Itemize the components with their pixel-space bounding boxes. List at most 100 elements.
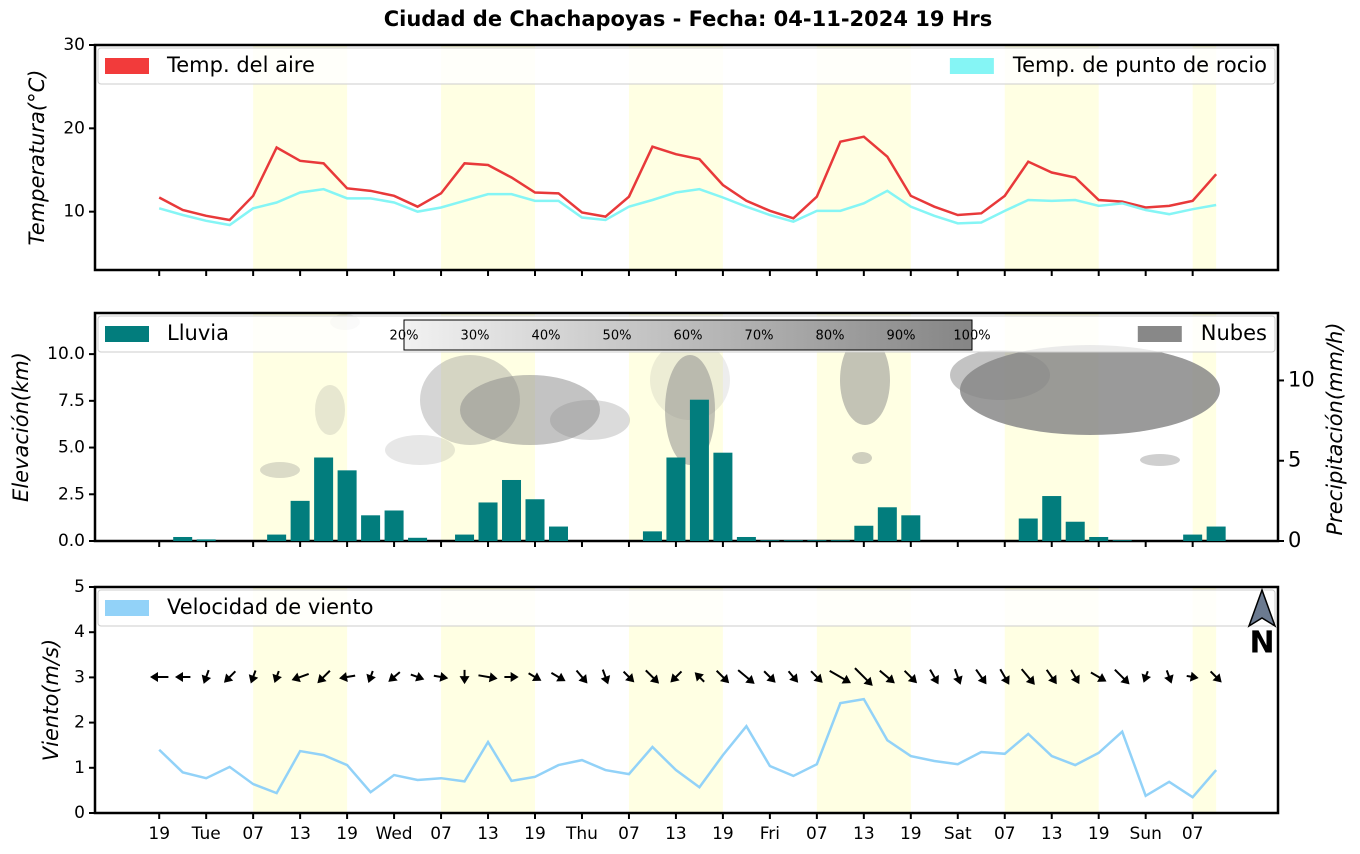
bar: [525, 499, 545, 541]
x-tick-label: 19: [148, 824, 170, 844]
bar: [290, 500, 310, 541]
colorbar-label: 90%: [887, 329, 916, 344]
wind-arrow: [575, 669, 588, 684]
wind-arrow: [410, 672, 425, 682]
wind-arrow: [1070, 669, 1080, 685]
cloud: [840, 335, 890, 425]
bar: [455, 534, 475, 541]
wind-arrow: [1164, 670, 1174, 684]
y-tick-label: 5.0: [58, 438, 85, 458]
daylight-band: [1192, 587, 1217, 813]
colorbar-label: 70%: [745, 329, 774, 344]
bar: [1065, 521, 1085, 541]
wind-arrow: [366, 670, 376, 683]
wind-arrow: [528, 672, 542, 682]
legend-swatch: [1137, 326, 1182, 342]
plot-frame: [93, 311, 1280, 543]
x-tick-label: 13: [477, 824, 499, 844]
wind-arrow: [478, 672, 498, 683]
wind-arrow: [975, 669, 987, 685]
cloud: [950, 350, 1050, 400]
colorbar-label: 20%: [390, 329, 419, 344]
bar: [314, 457, 334, 541]
wind-arrow: [903, 670, 918, 684]
y-tick-label: 5: [74, 577, 85, 597]
legend-swatch: [949, 58, 994, 74]
line-series: [158, 187, 1217, 227]
wind-arrow: [149, 672, 169, 682]
y-tick-label: 0.0: [58, 531, 85, 551]
cloud: [550, 400, 630, 440]
wind-arrow: [388, 671, 401, 682]
compass-arrow: [1247, 587, 1277, 628]
bar: [1183, 534, 1203, 541]
wind-arrow: [339, 672, 356, 682]
legend-swatch: [105, 600, 149, 616]
wind-arrow: [715, 670, 730, 684]
x-tick-label: 19: [1088, 824, 1110, 844]
wind-arrow: [504, 672, 519, 682]
cloud: [260, 462, 300, 478]
wind-arrow: [459, 669, 470, 685]
bar: [1089, 536, 1109, 541]
wind-arrow: [272, 670, 282, 683]
bar: [502, 479, 522, 541]
x-tick-label: 07: [242, 824, 264, 844]
legend-box: [97, 47, 1276, 85]
y-tick-label: 2.5: [58, 484, 85, 504]
colorbar-label: 30%: [461, 329, 490, 344]
cloud: [460, 375, 600, 445]
y-tick-label: 0: [74, 803, 85, 823]
bar: [1112, 540, 1132, 541]
colorbar-label: 50%: [603, 329, 632, 344]
bar: [807, 540, 827, 541]
y-tick-label: 10.0: [47, 344, 85, 364]
x-tick-label: 07: [994, 824, 1016, 844]
bar: [783, 540, 803, 541]
bar: [760, 540, 780, 541]
cloud: [650, 340, 730, 420]
wind-arrow: [670, 670, 683, 683]
colorbar-label: 40%: [532, 329, 561, 344]
chart-title: Ciudad de Chachapoyas - Fecha: 04-11-202…: [384, 7, 993, 31]
compass-label: N: [1249, 626, 1274, 661]
y-tick-label: 7.5: [58, 391, 85, 411]
y-tick-label: 30: [63, 35, 85, 55]
bar: [173, 536, 193, 541]
wind-arrow: [622, 670, 635, 683]
wind-arrow: [1141, 670, 1152, 683]
legend-label: Temp. del aire: [166, 53, 315, 77]
wind-arrow: [174, 672, 191, 682]
y-tick-label: 2: [74, 713, 85, 733]
plot-frame: [93, 585, 1280, 815]
legend-label: Nubes: [1201, 321, 1267, 345]
cloud-field: [260, 314, 1220, 478]
wind-arrow: [223, 670, 237, 683]
legend-box: [97, 589, 1276, 627]
x-tick-label: Wed: [376, 824, 413, 844]
wind-arrow: [1114, 668, 1130, 685]
wind-arrow: [291, 672, 310, 683]
y-axis-label: Viento(m/s): [39, 639, 63, 761]
bar: [713, 452, 733, 541]
wind-arrow: [1209, 670, 1222, 683]
y2-tick-label: 10: [1288, 367, 1315, 391]
y-axis-label: Elevación(km): [9, 352, 33, 502]
x-tick-label: 19: [900, 824, 922, 844]
wind-arrow: [1045, 669, 1057, 685]
legend-label: Temp. de punto de rocio: [1012, 53, 1267, 77]
bar: [196, 539, 216, 541]
wind-arrow: [248, 670, 259, 684]
bar: [830, 540, 850, 541]
bar: [1018, 518, 1038, 541]
wind-arrow: [829, 669, 851, 684]
x-tick-label: 13: [1041, 824, 1063, 844]
x-tick-label: Sat: [944, 824, 972, 844]
wind-arrow: [433, 671, 449, 682]
y-tick-label: 10: [63, 202, 85, 222]
x-tick-label: 07: [618, 824, 640, 844]
bar: [1206, 526, 1226, 541]
cloud: [315, 385, 345, 435]
bar: [408, 537, 428, 541]
